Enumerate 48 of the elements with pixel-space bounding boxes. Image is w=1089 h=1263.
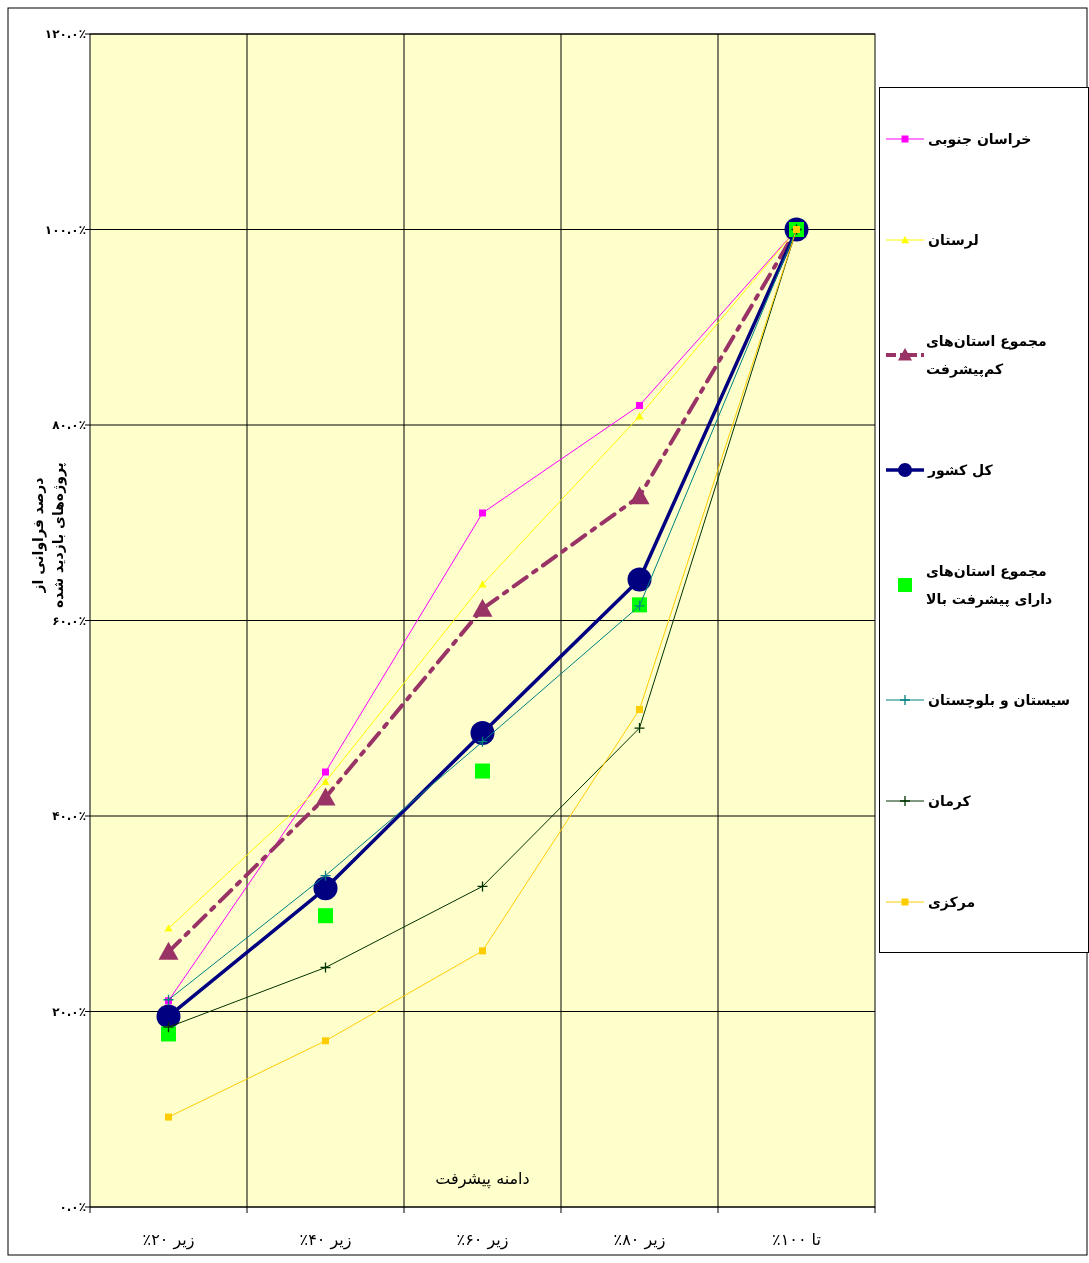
- point: [162, 1021, 175, 1033]
- point: [165, 1113, 172, 1121]
- y-tick-label: ۸۰.۰٪: [52, 418, 86, 432]
- point: [315, 787, 336, 806]
- point: [627, 567, 652, 592]
- legend-label: مجموع استان‌های کم‌پیشرفت: [926, 331, 1048, 380]
- legend-label: کل کشور: [928, 460, 993, 481]
- point: [479, 947, 486, 955]
- legend-label: کرمان: [928, 791, 971, 812]
- point: [478, 580, 487, 588]
- point: [636, 401, 643, 409]
- y-tick-label: ۶۰.۰٪: [52, 613, 86, 628]
- point: [158, 941, 179, 960]
- x-tick-label: زیر ۸۰٪: [613, 1230, 666, 1250]
- legend-label: لرستان: [928, 230, 979, 251]
- point: [321, 777, 330, 785]
- point: [629, 486, 650, 505]
- legend-label: خراسان جنوبی: [928, 129, 1032, 150]
- point: [633, 722, 646, 734]
- y-tick-label: ۰.۰٪: [59, 1200, 86, 1214]
- point: [313, 876, 338, 901]
- point: [470, 720, 495, 745]
- legend-label: سیستان و بلوچستان: [928, 690, 1071, 711]
- y-tick-label: ۱۰۰.۰٪: [44, 222, 86, 237]
- point: [636, 705, 643, 713]
- y-tick-label: ۴۰.۰٪: [52, 809, 86, 823]
- x-tick-label: زیر ۶۰٪: [456, 1230, 509, 1250]
- point: [319, 869, 332, 882]
- point: [476, 736, 489, 748]
- legend-label: مجموع استان‌های دارای پیشرفت بالا: [926, 561, 1054, 610]
- point: [318, 908, 333, 924]
- legend-label: مرکزی: [928, 892, 976, 913]
- point: [322, 1037, 329, 1045]
- point: [479, 509, 486, 517]
- x-tick-label: زیر ۴۰٪: [299, 1230, 352, 1250]
- point: [156, 1004, 181, 1029]
- point: [164, 924, 173, 932]
- y-tick-label: ۲۰.۰٪: [52, 1004, 86, 1019]
- point: [476, 880, 489, 893]
- x-tick-label: زیر ۲۰٪: [142, 1230, 195, 1250]
- point: [475, 763, 490, 779]
- point: [319, 961, 332, 974]
- x-axis-title: دامنه پیشرفت: [435, 1169, 530, 1189]
- y-tick-label: ۱۲۰.۰٪: [44, 27, 86, 41]
- point: [472, 598, 493, 617]
- point: [322, 768, 329, 776]
- y-axis-title: درصد فراوانی از پروژه‌های بازدید شده: [30, 462, 66, 608]
- x-tick-label: تا ۱۰۰٪: [772, 1230, 821, 1249]
